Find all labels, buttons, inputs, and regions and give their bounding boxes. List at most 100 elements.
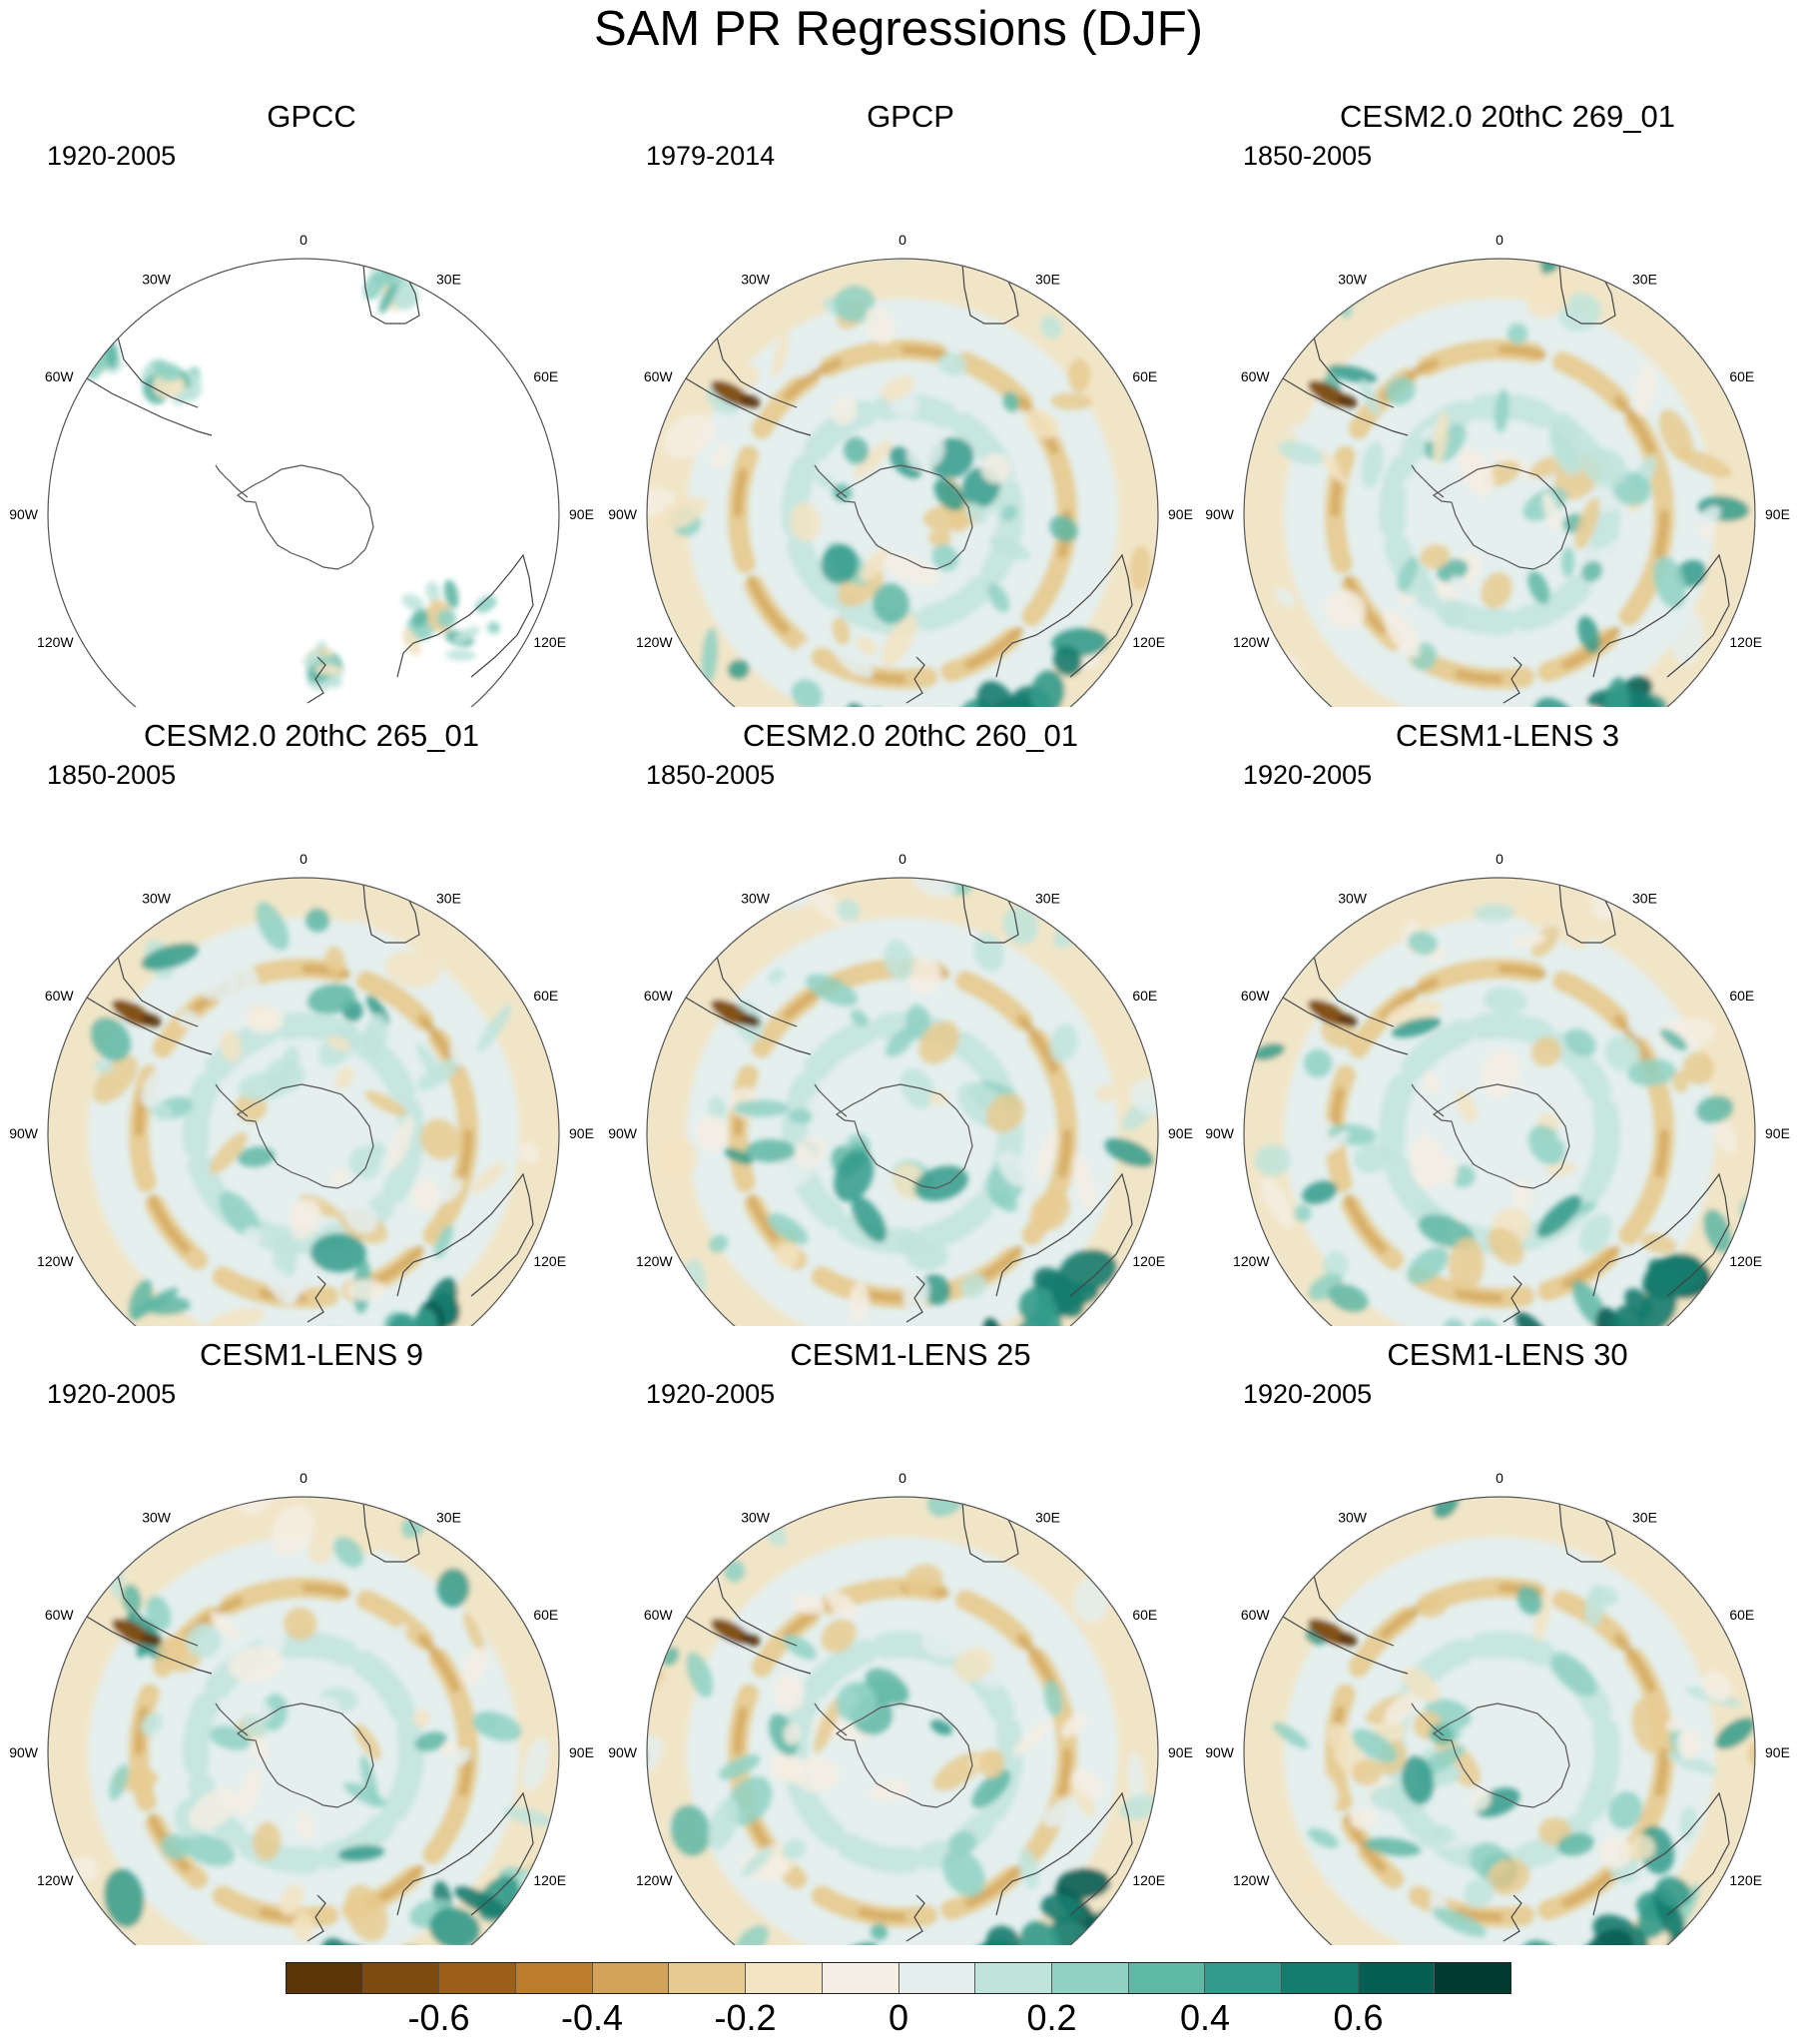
longitude-label: 120W xyxy=(636,634,673,650)
panel-title: CESM1-LENS 25 xyxy=(790,1337,1031,1372)
longitude-label: 60E xyxy=(533,1607,558,1623)
colorbar-boxes xyxy=(286,1962,1511,1994)
longitude-label: 90W xyxy=(9,1125,39,1141)
map-panel: 030E60E90E120E150E180150W120W90W60W30WCE… xyxy=(2,1336,621,1945)
colorbar-tick-label: 0.2 xyxy=(1026,1997,1077,2038)
longitude-label: 60E xyxy=(1132,368,1157,384)
longitude-label: 120W xyxy=(1233,634,1270,650)
longitude-label: 30E xyxy=(436,1510,461,1526)
longitude-label: 120E xyxy=(1132,1872,1165,1888)
longitude-label: 30W xyxy=(1338,272,1368,288)
map-panel: 030E60E90E120E150E180150W120W90W60W30WCE… xyxy=(1198,1336,1797,1945)
longitude-label: 60E xyxy=(1729,368,1754,384)
panel-title: CESM2.0 20thC 260_01 xyxy=(742,718,1079,753)
longitude-label: 30W xyxy=(1338,891,1368,907)
longitude-label: 120E xyxy=(533,1872,566,1888)
longitude-label: 60E xyxy=(533,988,558,1004)
longitude-label: 30W xyxy=(741,891,771,907)
regression-field xyxy=(48,259,559,707)
colorbar-swatch xyxy=(1128,1963,1206,1993)
longitude-label: 60W xyxy=(45,1607,75,1623)
longitude-label: 90E xyxy=(1765,506,1790,522)
polar-map: 030E60E90E120E150E180150W120W90W60W30W xyxy=(608,851,1193,1326)
longitude-label: 60E xyxy=(1729,1607,1754,1623)
map-panel: 030E60E90E120E150E180150W120W90W60W30WGP… xyxy=(601,98,1220,707)
longitude-label: 30W xyxy=(142,1510,172,1526)
longitude-label: 90W xyxy=(9,1744,39,1760)
longitude-label: 120W xyxy=(636,1253,673,1269)
polar-map: 030E60E90E120E150E180150W120W90W60W30W xyxy=(9,232,594,707)
regression-field xyxy=(647,878,1158,1326)
longitude-label: 120E xyxy=(1729,1253,1762,1269)
longitude-label: 0 xyxy=(898,1470,906,1486)
longitude-label: 60W xyxy=(644,988,674,1004)
regression-field xyxy=(1244,259,1755,707)
panel-title: CESM1-LENS 30 xyxy=(1387,1337,1628,1372)
longitude-label: 60W xyxy=(644,1607,674,1623)
panel-period: 1920-2005 xyxy=(1243,760,1373,790)
polar-map: 030E60E90E120E150E180150W120W90W60W30W xyxy=(9,1470,594,1945)
panel-title: GPCC xyxy=(267,99,356,134)
longitude-label: 30E xyxy=(1035,1510,1060,1526)
longitude-label: 90W xyxy=(1205,1125,1235,1141)
longitude-label: 60W xyxy=(1241,368,1271,384)
map-panel: 030E60E90E120E150E180150W120W90W60W30WCE… xyxy=(1198,717,1797,1326)
panel-period: 1920-2005 xyxy=(646,1379,776,1409)
panel-period: 1920-2005 xyxy=(47,141,177,171)
longitude-label: 120W xyxy=(37,1253,74,1269)
longitude-label: 90E xyxy=(1765,1125,1790,1141)
figure-title: SAM PR Regressions (DJF) xyxy=(594,2,1203,56)
longitude-label: 120W xyxy=(636,1872,673,1888)
longitude-label: 0 xyxy=(898,851,906,867)
longitude-label: 60E xyxy=(1132,1607,1157,1623)
panel-period: 1850-2005 xyxy=(1243,141,1373,171)
longitude-label: 90W xyxy=(1205,506,1235,522)
longitude-label: 90W xyxy=(1205,1744,1235,1760)
panel-period: 1920-2005 xyxy=(1243,1379,1373,1409)
colorbar-tick-label: -0.4 xyxy=(560,1997,624,2038)
panel-title: GPCP xyxy=(867,99,954,134)
longitude-label: 120E xyxy=(533,1253,566,1269)
panel-title: CESM1-LENS 9 xyxy=(200,1337,423,1372)
polar-map: 030E60E90E120E150E180150W120W90W60W30W xyxy=(608,232,1193,707)
colorbar-swatch xyxy=(746,1963,823,1993)
map-panel: 030E60E90E120E150E180150W120W90W60W30WCE… xyxy=(1198,98,1797,707)
longitude-label: 30W xyxy=(741,1510,771,1526)
longitude-label: 90W xyxy=(608,1125,638,1141)
longitude-label: 120W xyxy=(37,1872,74,1888)
longitude-label: 120E xyxy=(1132,634,1165,650)
longitude-label: 60E xyxy=(1132,988,1157,1004)
panel-title: CESM1-LENS 3 xyxy=(1396,718,1619,753)
longitude-label: 60E xyxy=(533,368,558,384)
regression-field xyxy=(1244,1497,1755,1945)
longitude-label: 90E xyxy=(569,506,594,522)
longitude-label: 90E xyxy=(569,1125,594,1141)
longitude-label: 30E xyxy=(1035,272,1060,288)
colorbar-swatch xyxy=(439,1963,517,1993)
regression-field xyxy=(647,1497,1158,1945)
longitude-label: 30E xyxy=(436,891,461,907)
longitude-label: 90E xyxy=(1765,1744,1790,1760)
colorbar-tick-label: 0 xyxy=(888,1997,909,2038)
longitude-label: 0 xyxy=(1496,232,1503,248)
longitude-label: 30E xyxy=(1035,891,1060,907)
longitude-label: 120W xyxy=(1233,1253,1270,1269)
longitude-label: 120E xyxy=(1729,634,1762,650)
colorbar-swatch xyxy=(1435,1963,1510,1993)
colorbar-tick-label: -0.2 xyxy=(714,1997,777,2038)
longitude-label: 30W xyxy=(741,272,771,288)
polar-map: 030E60E90E120E150E180150W120W90W60W30W xyxy=(1205,851,1790,1326)
longitude-label: 90E xyxy=(1168,506,1193,522)
colorbar-swatch xyxy=(1358,1963,1436,1993)
colorbar-swatch xyxy=(669,1963,747,1993)
longitude-label: 60W xyxy=(1241,1607,1271,1623)
longitude-label: 0 xyxy=(1496,851,1503,867)
panel-period: 1850-2005 xyxy=(646,760,776,790)
longitude-label: 0 xyxy=(300,232,307,248)
regression-field xyxy=(48,878,559,1326)
longitude-label: 120W xyxy=(37,634,74,650)
longitude-label: 30E xyxy=(436,272,461,288)
longitude-label: 60W xyxy=(45,368,75,384)
longitude-label: 0 xyxy=(898,232,906,248)
colorbar-tick-label: 0.6 xyxy=(1333,1997,1384,2038)
